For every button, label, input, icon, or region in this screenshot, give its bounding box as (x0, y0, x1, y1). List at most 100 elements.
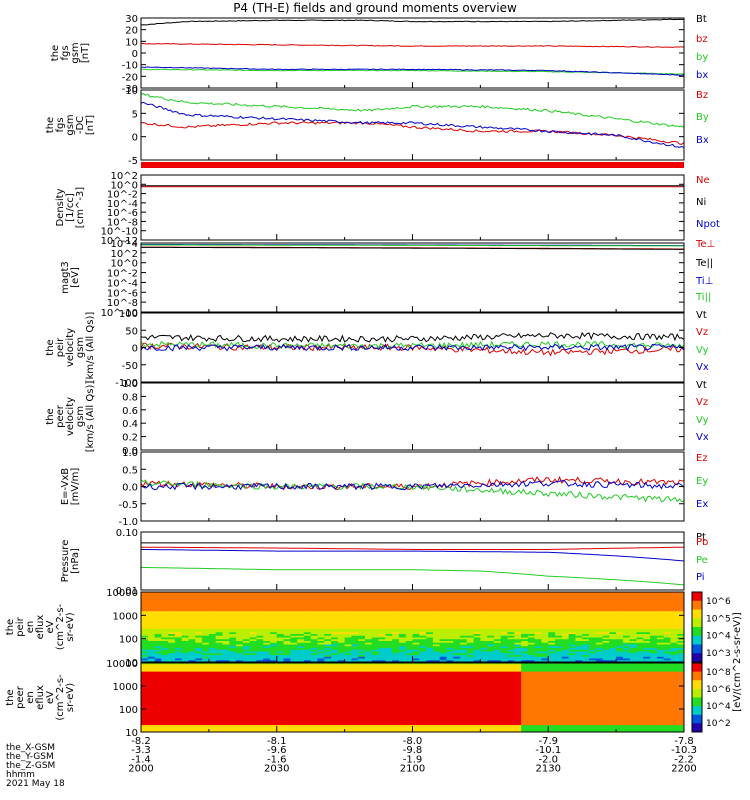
heatmap-cell (514, 600, 522, 603)
heatmap-cell (419, 606, 427, 609)
heatmap-cell (575, 641, 583, 644)
heatmap-cell (263, 593, 271, 596)
heatmap-cell (324, 614, 332, 617)
heatmap-cell (595, 597, 604, 600)
heatmap-cell (161, 602, 169, 605)
heatmap-cell (331, 651, 339, 654)
heatmap-cell (331, 614, 339, 617)
heatmap-cell (426, 616, 434, 619)
heatmap-cell (453, 637, 461, 640)
heatmap-cell (331, 623, 339, 626)
heatmap-cell (236, 641, 244, 644)
heatmap-cell (222, 663, 230, 666)
heatmap-cell (507, 634, 515, 637)
heatmap-cell (331, 642, 339, 645)
heatmap-cell (521, 655, 529, 658)
heatmap-cell (351, 621, 359, 624)
heatmap-cell (208, 592, 217, 595)
heatmap-cell (276, 628, 285, 631)
heatmap-cell (147, 602, 156, 605)
heatmap-cell (161, 600, 169, 603)
heatmap-cell (141, 613, 149, 616)
heatmap-cell (555, 656, 563, 659)
heatmap-cell (385, 595, 393, 598)
heatmap-cell (432, 597, 441, 600)
heatmap-cell (351, 646, 359, 649)
heatmap-cell (324, 592, 332, 595)
heatmap-cell (303, 648, 312, 651)
heatmap-cell (643, 620, 651, 623)
heatmap-cell (337, 602, 346, 605)
heatmap-cell (364, 595, 373, 598)
heatmap-cell (229, 614, 237, 617)
heatmap-cell (188, 655, 196, 658)
heatmap-cell (548, 606, 556, 609)
heatmap-cell (378, 628, 386, 631)
heatmap-cell (242, 635, 251, 638)
heatmap-cell (331, 595, 339, 598)
heatmap-cell (303, 656, 312, 659)
heatmap-cell (514, 607, 522, 610)
heatmap-cell (595, 646, 604, 649)
heatmap-cell (602, 644, 610, 647)
heatmap-cell (514, 613, 522, 616)
heatmap-cell (249, 641, 257, 644)
heatmap-cell (141, 597, 149, 600)
heatmap-cell (392, 609, 400, 612)
heatmap-cell (337, 592, 346, 595)
heatmap-cell (595, 655, 604, 658)
heatmap-cell (480, 630, 488, 633)
heatmap-cell (507, 604, 515, 607)
heatmap-cell (419, 593, 427, 596)
heatmap-cell (364, 592, 373, 595)
heatmap-cell (616, 618, 624, 621)
heatmap-cell (677, 607, 685, 610)
heatmap-cell (453, 613, 461, 616)
heatmap-cell (432, 635, 441, 638)
heatmap-cell (364, 604, 373, 607)
heatmap-cell (174, 663, 183, 666)
heatmap-cell (555, 660, 563, 663)
heatmap-cell (154, 604, 162, 607)
heatmap-cell (514, 649, 522, 652)
heatmap-cell (351, 639, 359, 642)
heatmap-cell (500, 609, 509, 612)
heatmap-cell (616, 634, 624, 637)
heatmap-cell (358, 635, 366, 638)
heatmap-cell (378, 639, 386, 642)
heatmap-cell (310, 649, 318, 652)
heatmap-cell (358, 618, 366, 621)
heatmap-cell (622, 658, 631, 661)
heatmap-cell (656, 656, 665, 659)
heatmap-cell (324, 630, 332, 633)
heatmap-cell (364, 653, 373, 656)
heatmap-cell (222, 627, 230, 630)
heatmap-cell (202, 592, 210, 595)
heatmap-cell (195, 616, 203, 619)
heatmap-cell (622, 621, 631, 624)
heatmap-cell (371, 607, 380, 610)
heatmap-cell (290, 618, 298, 621)
heatmap-cell (405, 618, 413, 621)
heatmap-cell (446, 607, 454, 610)
colorbar-segment (692, 618, 702, 628)
heatmap-cell (195, 620, 203, 623)
legend-entry: By (696, 112, 709, 123)
heatmap-cell (236, 630, 244, 633)
heatmap-cell (588, 614, 597, 617)
heatmap-cell (317, 599, 325, 602)
heatmap-cell (541, 644, 549, 647)
heatmap-cell (460, 623, 468, 626)
heatmap-cell (677, 616, 685, 619)
series-line-Bt (140, 18, 685, 26)
panel-ylabel-line: sr-eV) (65, 612, 76, 641)
series-line-Vt (140, 331, 685, 343)
heatmap-cell (670, 634, 678, 637)
heatmap-cell (439, 604, 447, 607)
heatmap-cell (643, 611, 651, 614)
heatmap-cell (344, 646, 352, 649)
heatmap-cell (622, 595, 631, 598)
heatmap-cell (398, 595, 407, 598)
heatmap-cell (426, 656, 434, 659)
heatmap-cell (303, 616, 312, 619)
